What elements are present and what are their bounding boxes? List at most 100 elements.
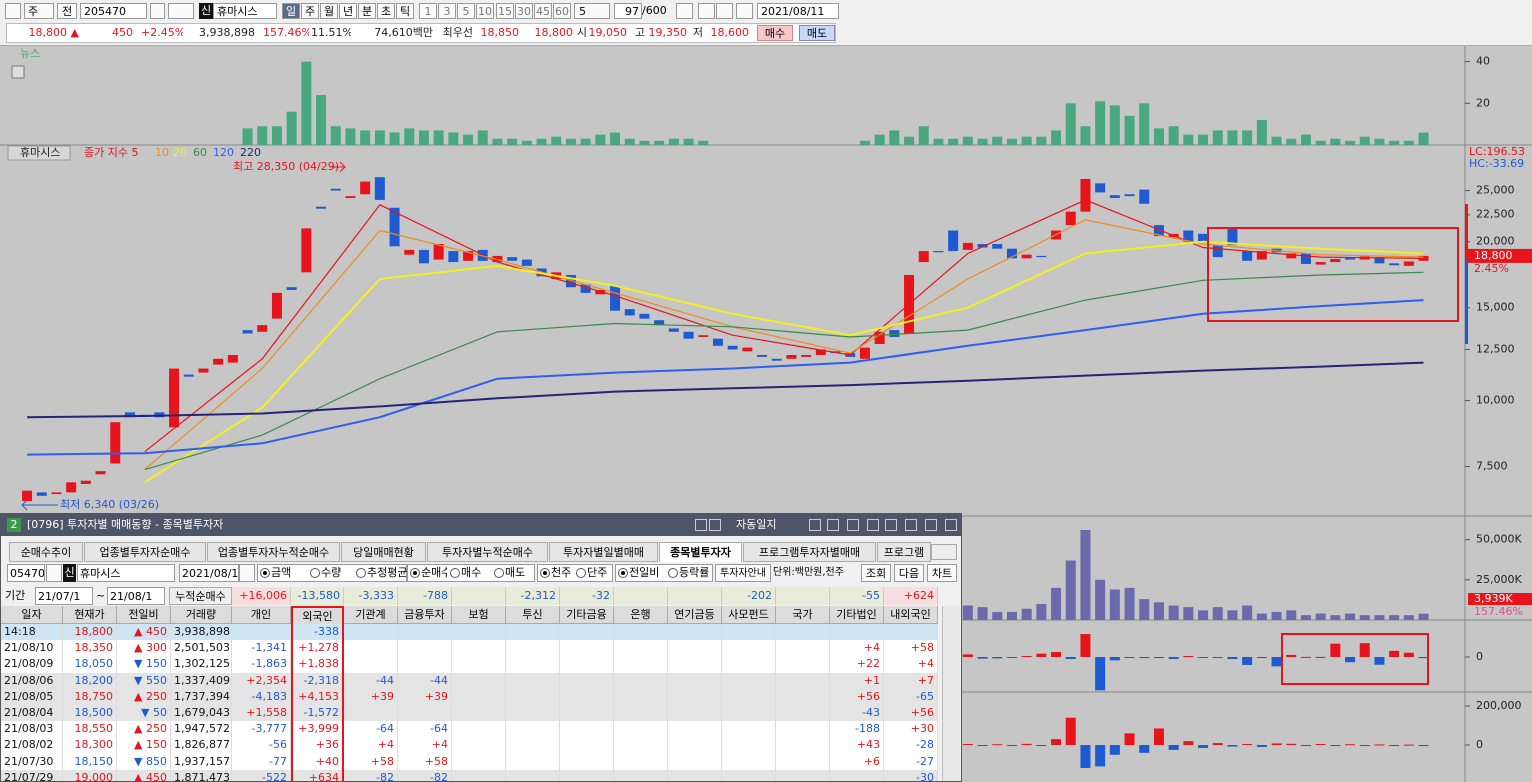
window-icon[interactable]: [709, 519, 721, 531]
next-button[interactable]: 다음: [894, 564, 924, 582]
column-header[interactable]: 은행: [614, 606, 668, 624]
minute-button[interactable]: 10: [476, 3, 494, 19]
radio-dot[interactable]: [618, 568, 628, 578]
interval-button[interactable]: 초: [377, 3, 395, 19]
minute-button[interactable]: 60: [553, 3, 571, 19]
radio-label[interactable]: 천주: [551, 566, 572, 579]
radio-label[interactable]: 등락률: [679, 566, 710, 579]
window-icon[interactable]: [925, 519, 937, 531]
column-header[interactable]: 전일비: [117, 606, 171, 624]
tab[interactable]: 프로그램투자자별매매: [743, 542, 876, 562]
window-icon[interactable]: [945, 519, 957, 531]
tool-icon[interactable]: [698, 3, 715, 19]
column-header[interactable]: 거래량: [171, 606, 232, 624]
calendar-button[interactable]: [239, 564, 255, 582]
scrollbar[interactable]: [942, 606, 960, 781]
window-icon[interactable]: [885, 519, 897, 531]
column-header[interactable]: 기타법인: [830, 606, 884, 624]
date-input[interactable]: 2021/08/11: [757, 3, 839, 19]
radio-dot[interactable]: [576, 568, 586, 578]
interval-button[interactable]: 월: [320, 3, 338, 19]
minute-button[interactable]: 1: [419, 3, 437, 19]
radio-label[interactable]: 단주: [587, 566, 608, 579]
radio-dot[interactable]: [410, 568, 420, 578]
minute-button[interactable]: 5: [457, 3, 475, 19]
window-icon[interactable]: [695, 519, 707, 531]
sell-button[interactable]: 매도: [799, 25, 835, 41]
radio-dot[interactable]: [668, 568, 678, 578]
column-header[interactable]: 투신: [506, 606, 560, 624]
column-header[interactable]: 일자: [1, 606, 63, 624]
period-to[interactable]: 21/08/1: [107, 587, 165, 605]
radio-label[interactable]: 전일비: [629, 566, 660, 579]
minute-button[interactable]: 30: [515, 3, 533, 19]
tab[interactable]: 종목별투자자: [659, 542, 742, 562]
minute-button[interactable]: 15: [496, 3, 514, 19]
search-button[interactable]: [46, 564, 62, 582]
window-icon[interactable]: [867, 519, 879, 531]
radio-dot[interactable]: [494, 568, 504, 578]
auto-diary[interactable]: 자동일지: [736, 518, 777, 531]
radio-dot[interactable]: [356, 568, 366, 578]
query-button[interactable]: 조회: [861, 564, 891, 582]
radio-dot[interactable]: [260, 568, 270, 578]
radio-dot[interactable]: [450, 568, 460, 578]
interval-button[interactable]: 일: [282, 3, 300, 19]
count-select[interactable]: 5: [574, 3, 610, 19]
column-header[interactable]: 현재가: [63, 606, 117, 624]
tab[interactable]: 투자자별누적순매수: [427, 542, 548, 562]
column-header[interactable]: 기타금융: [560, 606, 614, 624]
radio-label[interactable]: 순매수: [421, 566, 447, 579]
minute-button[interactable]: 45: [534, 3, 552, 19]
name-input[interactable]: 휴마시스: [77, 564, 175, 582]
interval-button[interactable]: 틱: [396, 3, 414, 19]
column-header[interactable]: 연기금등: [668, 606, 722, 624]
chart-button[interactable]: 차트: [927, 564, 957, 582]
window-icon[interactable]: [827, 519, 839, 531]
search-button[interactable]: [150, 3, 165, 19]
name-input[interactable]: 휴마시스: [213, 3, 277, 19]
period-type[interactable]: 주: [24, 3, 54, 19]
interval-button[interactable]: 년: [339, 3, 357, 19]
interval-button[interactable]: 주: [301, 3, 319, 19]
interval-button[interactable]: 분: [358, 3, 376, 19]
column-header[interactable]: 사모펀드: [722, 606, 776, 624]
tab[interactable]: 당일매매현황: [341, 542, 426, 562]
prev-button[interactable]: 전: [57, 3, 77, 19]
code-input[interactable]: 05470: [7, 564, 45, 582]
column-header[interactable]: 보험: [452, 606, 506, 624]
column-header[interactable]: 국가: [776, 606, 830, 624]
tab-scroll[interactable]: [931, 544, 957, 560]
guide-button[interactable]: 투자자안내: [715, 564, 771, 582]
buy-button[interactable]: 매수: [757, 25, 793, 41]
layout-icon[interactable]: [5, 3, 21, 19]
radio-label[interactable]: 매수: [461, 566, 482, 579]
radio-label[interactable]: 금액: [271, 566, 292, 579]
window-icon[interactable]: [905, 519, 917, 531]
radio-dot[interactable]: [540, 568, 550, 578]
radio-label[interactable]: 추정평균: [367, 566, 407, 579]
tab[interactable]: 업종별투자자누적순매수: [207, 542, 340, 562]
bars-input[interactable]: 97: [614, 3, 642, 19]
column-header[interactable]: 금융투자: [398, 606, 452, 624]
column-header[interactable]: 외국인: [291, 606, 344, 624]
sound-button[interactable]: [168, 3, 194, 19]
radio-label[interactable]: 수량: [321, 566, 342, 579]
tab[interactable]: 순매수추이: [9, 542, 83, 562]
tool-icon[interactable]: [736, 3, 753, 19]
tool-icon[interactable]: [676, 3, 693, 19]
column-header[interactable]: 내외국인: [884, 606, 938, 624]
tool-icon[interactable]: [716, 3, 733, 19]
column-header[interactable]: 개인: [232, 606, 291, 624]
window-icon[interactable]: [847, 519, 859, 531]
tab[interactable]: 투자자별일별매매: [549, 542, 658, 562]
date-input[interactable]: 2021/08/1: [179, 564, 239, 582]
column-header[interactable]: 기관계: [344, 606, 398, 624]
news-icon[interactable]: [11, 65, 25, 79]
minute-button[interactable]: 3: [438, 3, 456, 19]
radio-dot[interactable]: [310, 568, 320, 578]
code-input[interactable]: 205470: [80, 3, 147, 19]
tab[interactable]: 프로그램: [877, 542, 931, 562]
tab[interactable]: 업종별투자자순매수: [84, 542, 206, 562]
window-icon[interactable]: [809, 519, 821, 531]
